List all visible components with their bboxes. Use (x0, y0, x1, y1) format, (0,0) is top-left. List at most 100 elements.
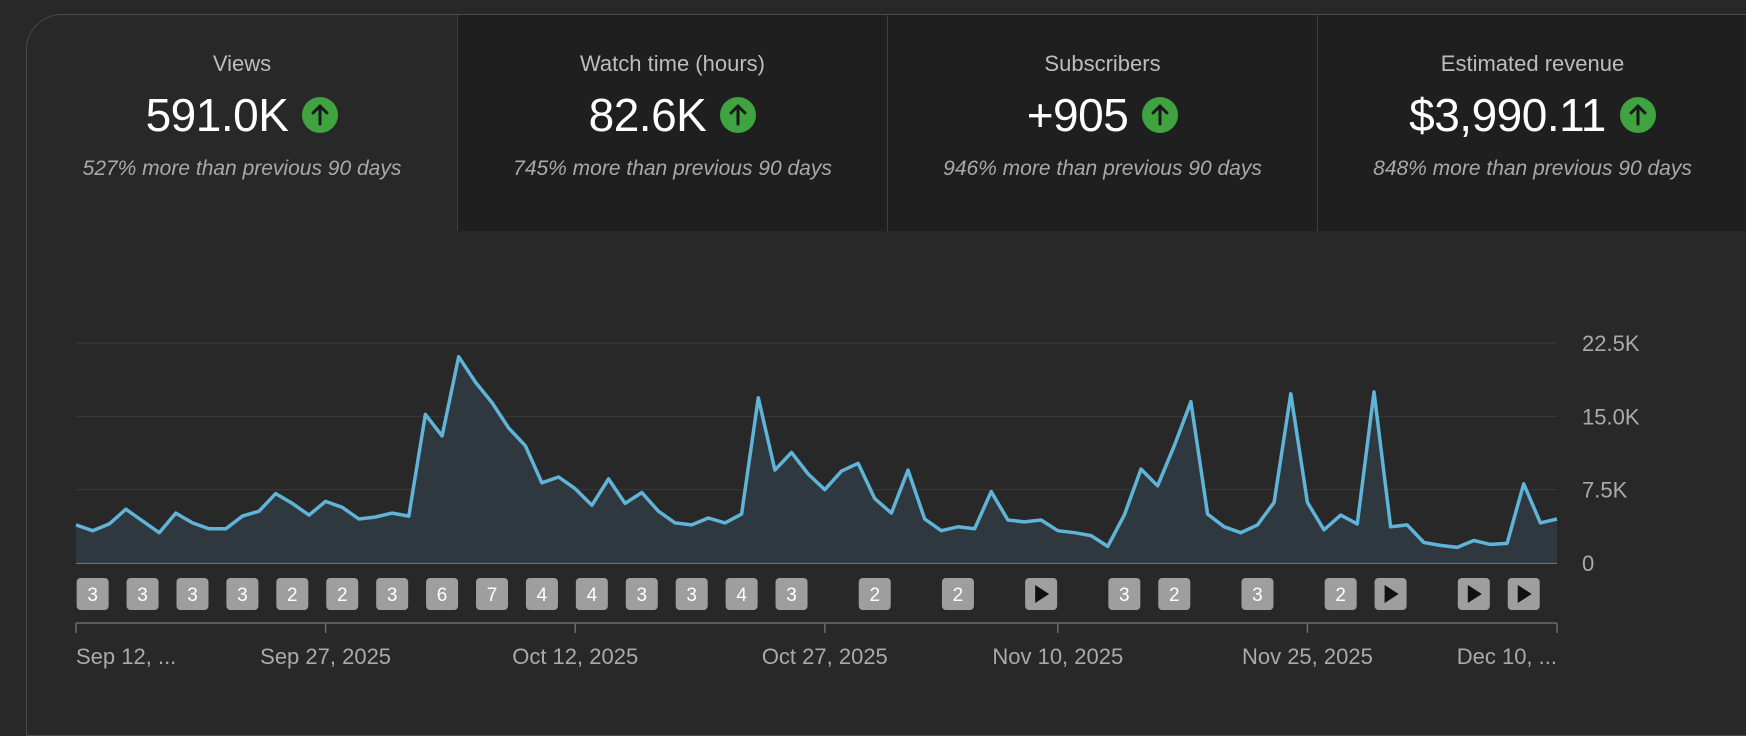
video-marker[interactable]: 3 (176, 578, 209, 610)
metric-tab-views[interactable]: Views 591.0K 527% more than previous 90 … (27, 15, 457, 231)
video-marker[interactable]: 3 (1241, 578, 1274, 610)
metric-label: Subscribers (1044, 51, 1161, 76)
video-marker[interactable]: 3 (76, 578, 109, 610)
video-count-label: 3 (87, 585, 98, 606)
video-marker[interactable]: 4 (525, 578, 558, 610)
x-tick-label: Oct 27, 2025 (762, 644, 888, 669)
metric-tab-subscribers[interactable]: Subscribers +905 946% more than previous… (887, 15, 1317, 231)
metric-tabs: Views 591.0K 527% more than previous 90 … (27, 15, 1746, 231)
video-marker[interactable]: 4 (725, 578, 758, 610)
video-marker[interactable]: 2 (858, 578, 891, 610)
video-count-label: 2 (337, 585, 348, 606)
video-marker[interactable] (1374, 578, 1407, 610)
metric-change: 527% more than previous 90 days (82, 157, 402, 180)
video-count-label: 2 (1169, 585, 1180, 606)
video-marker[interactable] (1507, 578, 1540, 610)
video-marker-box (1108, 578, 1141, 610)
video-count-label: 3 (137, 585, 148, 606)
video-marker[interactable] (1025, 578, 1058, 610)
analytics-card: Views 591.0K 527% more than previous 90 … (26, 14, 1746, 736)
video-marker[interactable]: 2 (326, 578, 359, 610)
video-marker-box (126, 578, 159, 610)
video-count-label: 3 (1119, 585, 1130, 606)
video-marker-box (941, 578, 974, 610)
video-marker-box (1324, 578, 1357, 610)
x-tick-label: Oct 12, 2025 (512, 644, 638, 669)
video-marker[interactable]: 6 (426, 578, 459, 610)
video-marker-box (426, 578, 459, 610)
series-line[interactable] (75, 354, 1558, 550)
arrow-up-icon (720, 97, 757, 133)
video-marker-box (376, 578, 409, 610)
video-marker-box (226, 578, 259, 610)
video-count-label: 3 (187, 585, 198, 606)
video-marker[interactable]: 2 (1158, 578, 1191, 610)
metric-tab-revenue[interactable]: Estimated revenue $3,990.11 848% more th… (1317, 15, 1746, 231)
video-marker-box (775, 578, 808, 610)
video-count-label: 2 (1335, 585, 1346, 606)
x-tick-label: Nov 10, 2025 (992, 644, 1123, 669)
metric-label: Watch time (hours) (579, 51, 765, 76)
x-tick-label: Sep 27, 2025 (260, 644, 391, 669)
video-marker[interactable]: 4 (575, 578, 608, 610)
video-marker[interactable]: 7 (476, 578, 509, 610)
video-marker-box (675, 578, 708, 610)
views-chart[interactable]: 0 7.5K 15.0K 22.5K 3 3 3 3 2 2 3 6 7 4 4 3 3 4 3 2 2 3 2 3 2 Sep … (0, 0, 1746, 694)
video-count-label: 3 (387, 585, 398, 606)
video-marker-box (1241, 578, 1274, 610)
metric-change: 848% more than previous 90 days (1373, 157, 1692, 180)
play-icon (1384, 585, 1399, 603)
y-tick-label: 7.5K (1582, 478, 1628, 503)
video-count-label: 3 (686, 585, 697, 606)
video-count-label: 2 (953, 585, 964, 606)
metric-tab-watch-time[interactable]: Watch time (hours) 82.6K 745% more than … (457, 15, 887, 231)
video-marker[interactable]: 2 (1324, 578, 1357, 610)
x-tick-label: Dec 10, ... (1457, 644, 1557, 669)
arrow-up-icon (302, 97, 339, 133)
video-marker-box (725, 578, 758, 610)
x-tick-label: Sep 12, ... (76, 644, 176, 669)
video-count-label: 4 (587, 585, 598, 606)
video-count-label: 3 (636, 585, 647, 606)
metric-value: +905 (1026, 89, 1129, 141)
metric-value: 591.0K (145, 89, 289, 141)
video-marker[interactable]: 3 (1108, 578, 1141, 610)
video-marker[interactable]: 3 (226, 578, 259, 610)
video-marker[interactable]: 3 (376, 578, 409, 610)
metric-label: Views (212, 51, 272, 76)
video-count-label: 2 (287, 585, 298, 606)
video-marker-box (476, 578, 509, 610)
video-marker-box (76, 578, 109, 610)
metric-value: 82.6K (588, 89, 707, 141)
video-count-label: 3 (786, 585, 797, 606)
video-marker[interactable]: 2 (276, 578, 309, 610)
y-tick-label: 22.5K (1582, 331, 1640, 356)
video-count-label: 6 (437, 585, 448, 606)
video-marker-box (176, 578, 209, 610)
video-count-label: 2 (869, 585, 880, 606)
arrow-up-icon (1619, 97, 1656, 133)
y-tick-label: 15.0K (1582, 404, 1640, 429)
metric-value: $3,990.11 (1409, 89, 1606, 141)
play-icon (1517, 585, 1532, 603)
video-marker[interactable]: 3 (625, 578, 658, 610)
video-marker[interactable]: 3 (126, 578, 159, 610)
x-tick-label: Nov 25, 2025 (1242, 644, 1373, 669)
video-count-label: 7 (487, 585, 498, 606)
play-icon (1035, 585, 1050, 603)
video-marker[interactable]: 3 (775, 578, 808, 610)
series-area (76, 356, 1557, 563)
video-marker[interactable] (1457, 578, 1490, 610)
video-marker[interactable]: 2 (941, 578, 974, 610)
video-marker-box (1158, 578, 1191, 610)
video-count-label: 4 (537, 585, 548, 606)
video-marker[interactable]: 3 (675, 578, 708, 610)
arrow-up-icon (1142, 97, 1179, 133)
video-marker-box (276, 578, 309, 610)
metric-change: 745% more than previous 90 days (513, 157, 832, 180)
video-marker-box (575, 578, 608, 610)
play-icon (1467, 585, 1482, 603)
video-count-label: 4 (736, 585, 747, 606)
video-marker-box (858, 578, 891, 610)
video-marker-box (525, 578, 558, 610)
